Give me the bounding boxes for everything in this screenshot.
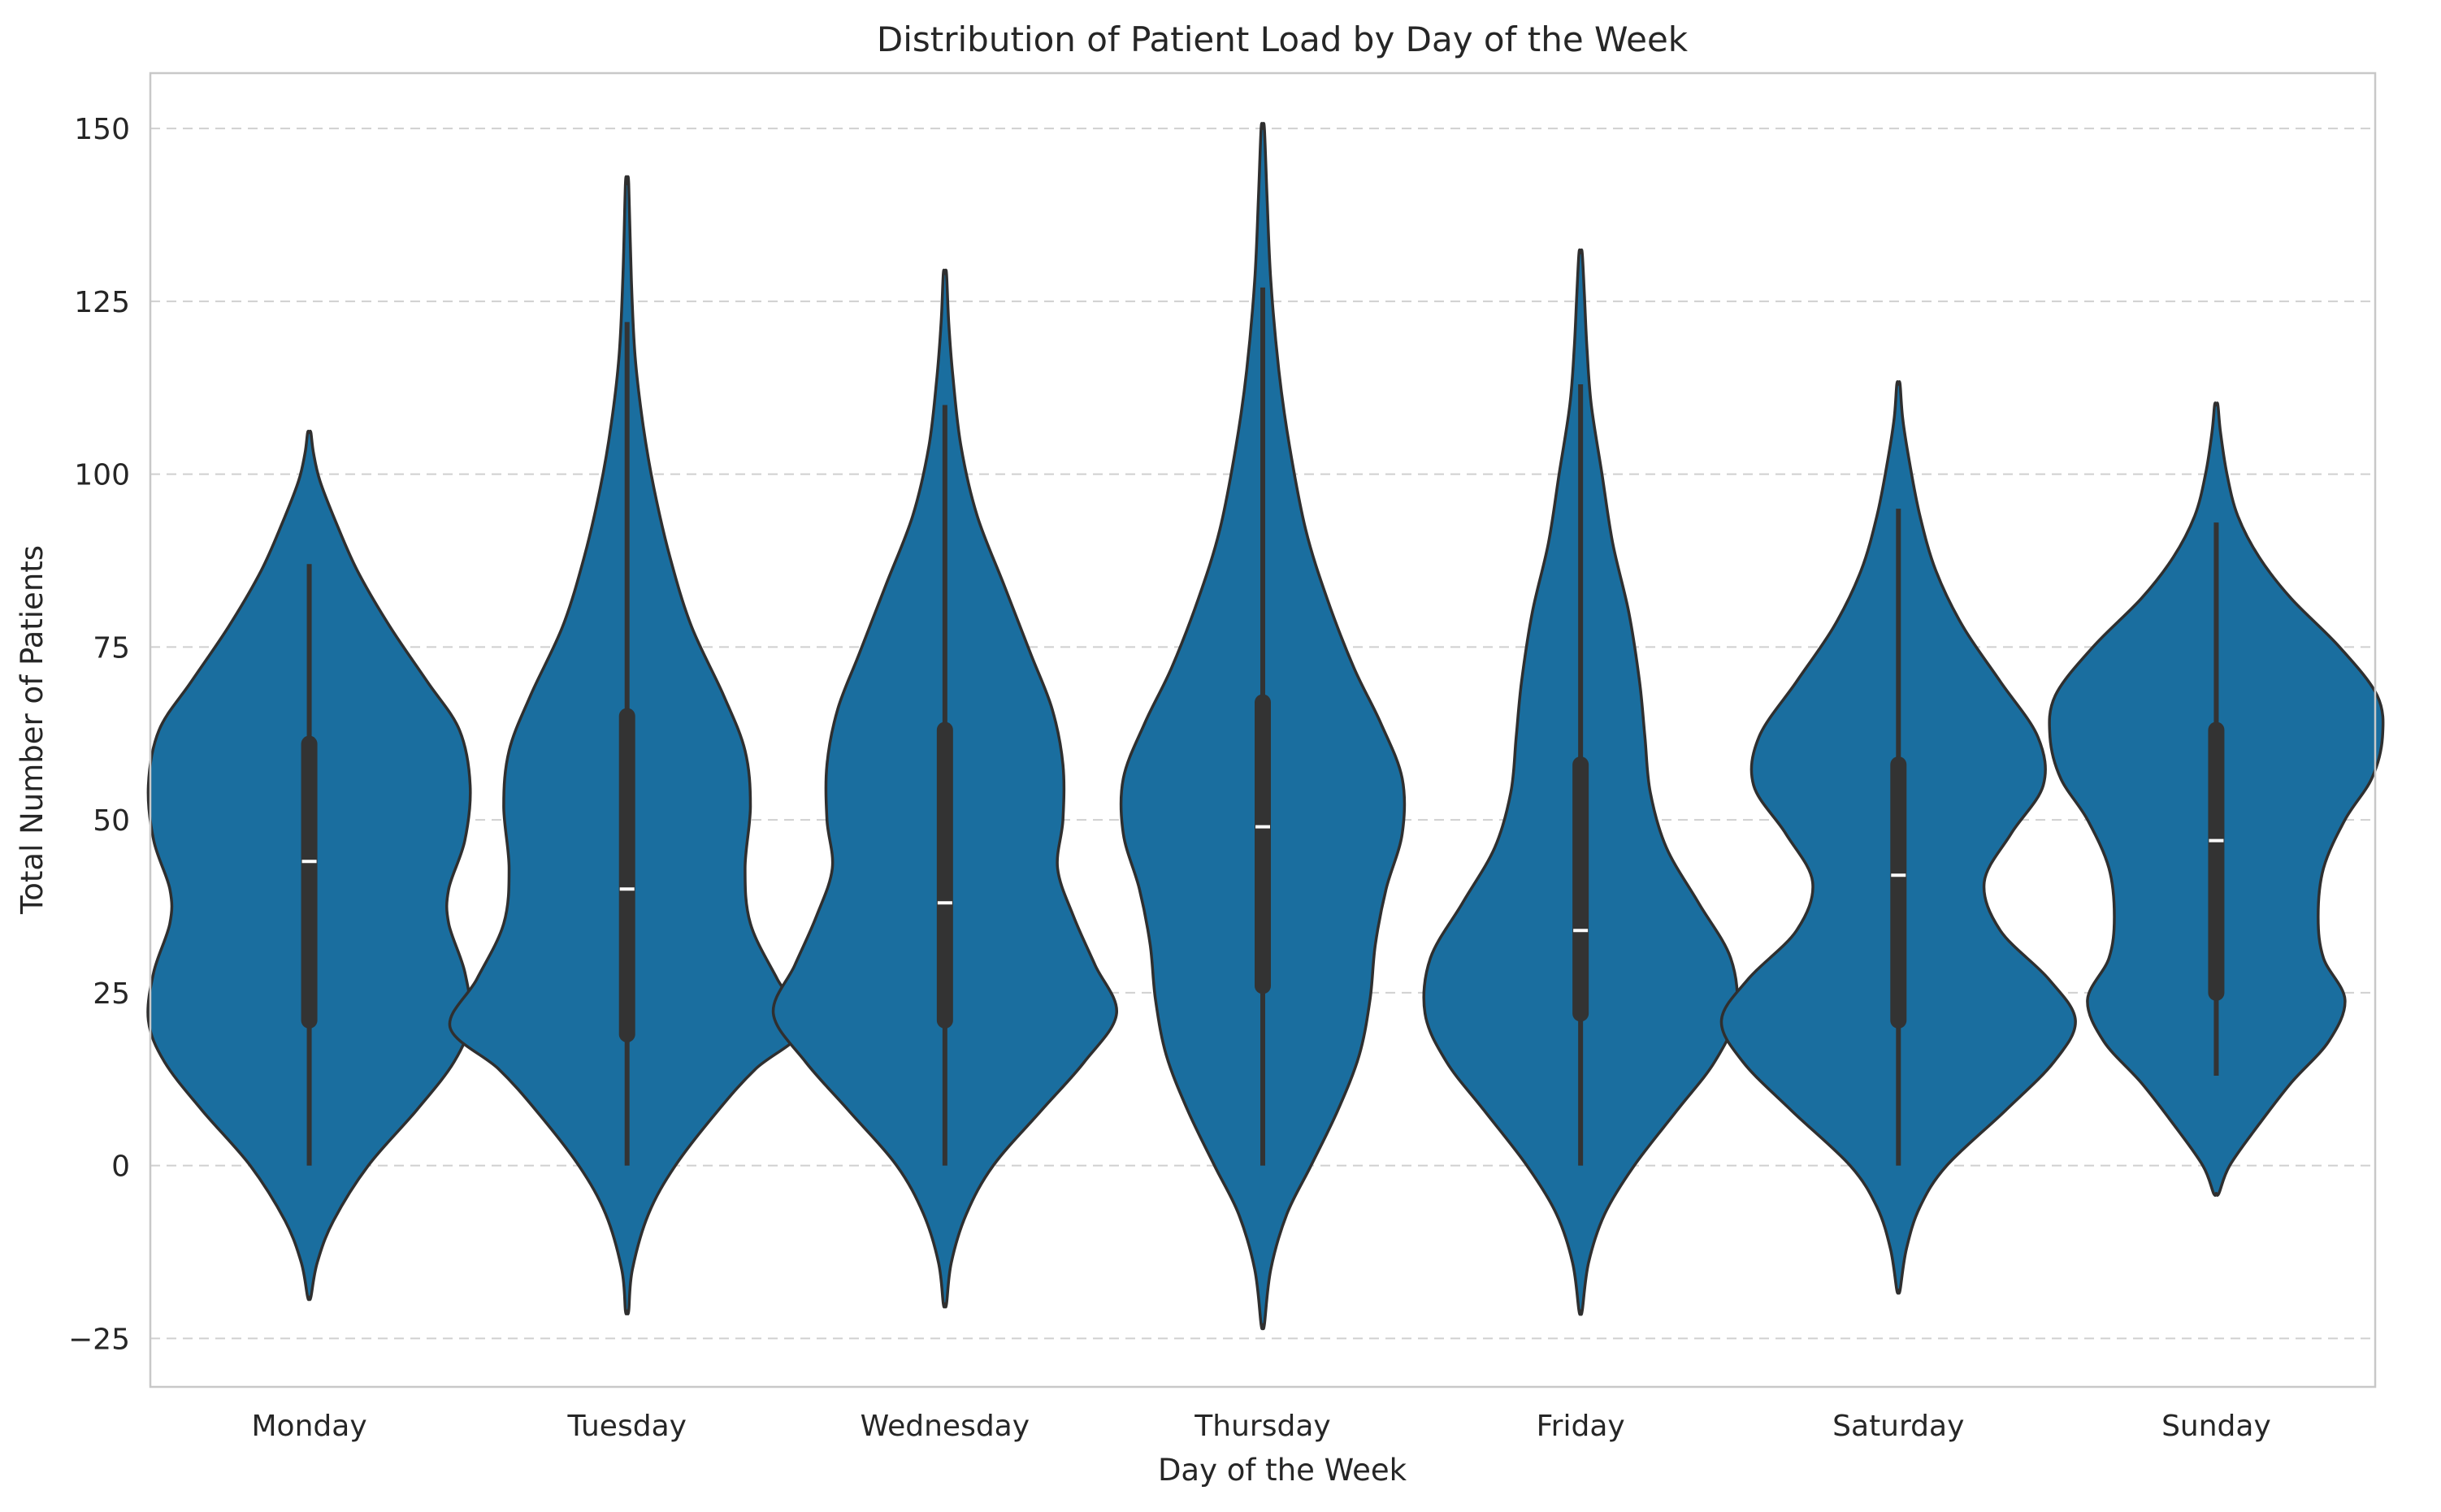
y-tick-label: −25 (68, 1323, 130, 1356)
x-tick-label: Thursday (1194, 1410, 1330, 1443)
violin-thursday (1119, 122, 1407, 1331)
x-tick-labels: Monday Tuesday Wednesday Thursday Friday Satu… (252, 1410, 2271, 1443)
y-tick-label: 100 (74, 459, 130, 492)
y-tick-labels: −25 0 25 50 75 100 125 150 (68, 113, 130, 1356)
violin-sunday (2048, 401, 2385, 1197)
x-axis-label: Day of the Week (1158, 1453, 1407, 1488)
x-tick-label: Wednesday (861, 1410, 1030, 1443)
violin-wednesday (771, 268, 1118, 1309)
y-tick-label: 75 (93, 631, 130, 665)
y-tick-label: 150 (74, 113, 130, 146)
x-tick-label: Friday (1537, 1410, 1625, 1443)
x-tick-label: Monday (252, 1410, 367, 1443)
x-tick-label: Sunday (2161, 1410, 2271, 1443)
y-axis-label: Total Number of Patients (15, 545, 50, 915)
violins (146, 122, 2385, 1331)
x-tick-label: Saturday (1832, 1410, 1964, 1443)
x-tick-label: Tuesday (566, 1410, 686, 1443)
plot-frame (149, 71, 2377, 1389)
y-tick-label: 0 (111, 1150, 130, 1184)
y-tick-label: 50 (93, 804, 130, 838)
y-tick-label: 125 (74, 286, 130, 319)
y-tick-label: 25 (93, 977, 130, 1011)
violin-tuesday (448, 175, 806, 1315)
violin-saturday (1719, 380, 2077, 1295)
chart-title: Distribution of Patient Load by Day of t… (877, 19, 1689, 59)
